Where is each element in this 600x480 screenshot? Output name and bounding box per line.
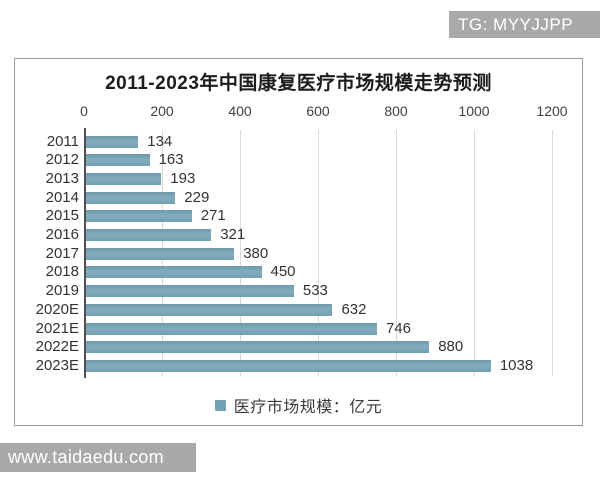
- value-label: 163: [158, 151, 184, 169]
- chart-title: 2011-2023年中国康复医疗市场规模走势预测: [105, 73, 492, 94]
- value-label: 880: [438, 338, 464, 356]
- value-label: 1038: [499, 356, 534, 374]
- gridline: [318, 130, 319, 376]
- legend-label: 医疗市场规模：亿元: [233, 399, 383, 416]
- category-label: 2020E: [35, 300, 79, 318]
- value-label: 380: [243, 244, 269, 262]
- value-label: 321: [220, 226, 246, 243]
- bar: [86, 266, 262, 279]
- bar: [86, 247, 235, 260]
- category-label: 2017: [45, 244, 79, 262]
- value-label: 229: [184, 188, 210, 206]
- bar: [86, 229, 212, 241]
- value-label: 746: [385, 319, 411, 337]
- x-tick-label: 600: [306, 103, 330, 119]
- bar: [86, 285, 294, 298]
- bar: [86, 359, 491, 372]
- category-label: 2022E: [35, 338, 79, 356]
- telegram-watermark-badge: TG: MYYJJPP: [449, 11, 600, 38]
- x-tick-label: 400: [228, 103, 252, 119]
- value-label: 632: [341, 300, 367, 318]
- value-label: 533: [302, 282, 328, 300]
- category-label: 2015: [45, 207, 79, 225]
- bar: [86, 154, 150, 167]
- bar: [86, 191, 176, 204]
- x-tick-label: 1200: [536, 103, 568, 119]
- legend-marker-square: [214, 399, 226, 411]
- x-tick-label: 1000: [458, 103, 490, 119]
- value-label: 193: [170, 169, 196, 187]
- bar: [86, 322, 377, 335]
- chart-frame: 2011-2023年中国康复医疗市场规模走势预测 0 200 400 600 800 10…: [14, 58, 583, 426]
- bar: [86, 135, 139, 148]
- legend: 医疗市场规模：亿元: [15, 393, 582, 417]
- category-label: 2014: [45, 188, 79, 206]
- y-axis-line: [84, 128, 86, 378]
- bar: [86, 172, 162, 185]
- bar: [86, 303, 333, 316]
- gridline: [240, 130, 241, 376]
- gridline: [552, 130, 553, 376]
- value-label: 271: [200, 207, 226, 225]
- gridline: [474, 130, 475, 376]
- category-label: 2012: [45, 151, 79, 169]
- bar: [86, 210, 192, 223]
- category-label: 2013: [45, 169, 79, 187]
- category-label: 2019: [45, 282, 79, 300]
- bar: [86, 341, 430, 354]
- category-label: 2018: [45, 263, 79, 281]
- category-label: 2023E: [35, 356, 79, 374]
- value-label: 450: [270, 263, 296, 281]
- value-label: 134: [147, 132, 173, 150]
- x-tick-label: 0: [80, 103, 88, 119]
- category-label: 2021E: [35, 319, 79, 337]
- x-tick-label: 200: [150, 103, 174, 119]
- category-label: 2011: [46, 132, 79, 150]
- x-tick-label: 800: [384, 103, 408, 119]
- site-watermark-badge: www.taidaedu.com: [0, 443, 196, 472]
- category-label: 2016: [45, 226, 79, 243]
- gridline: [396, 130, 397, 376]
